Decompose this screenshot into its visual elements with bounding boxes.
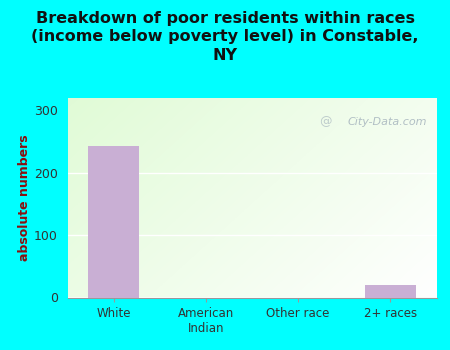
Text: @: @	[320, 116, 332, 128]
Text: City-Data.com: City-Data.com	[348, 117, 428, 127]
Text: Breakdown of poor residents within races
(income below poverty level) in Constab: Breakdown of poor residents within races…	[31, 10, 419, 63]
Bar	[365, 285, 416, 298]
Y-axis label: absolute numbers: absolute numbers	[18, 134, 31, 261]
Bar	[88, 146, 139, 298]
